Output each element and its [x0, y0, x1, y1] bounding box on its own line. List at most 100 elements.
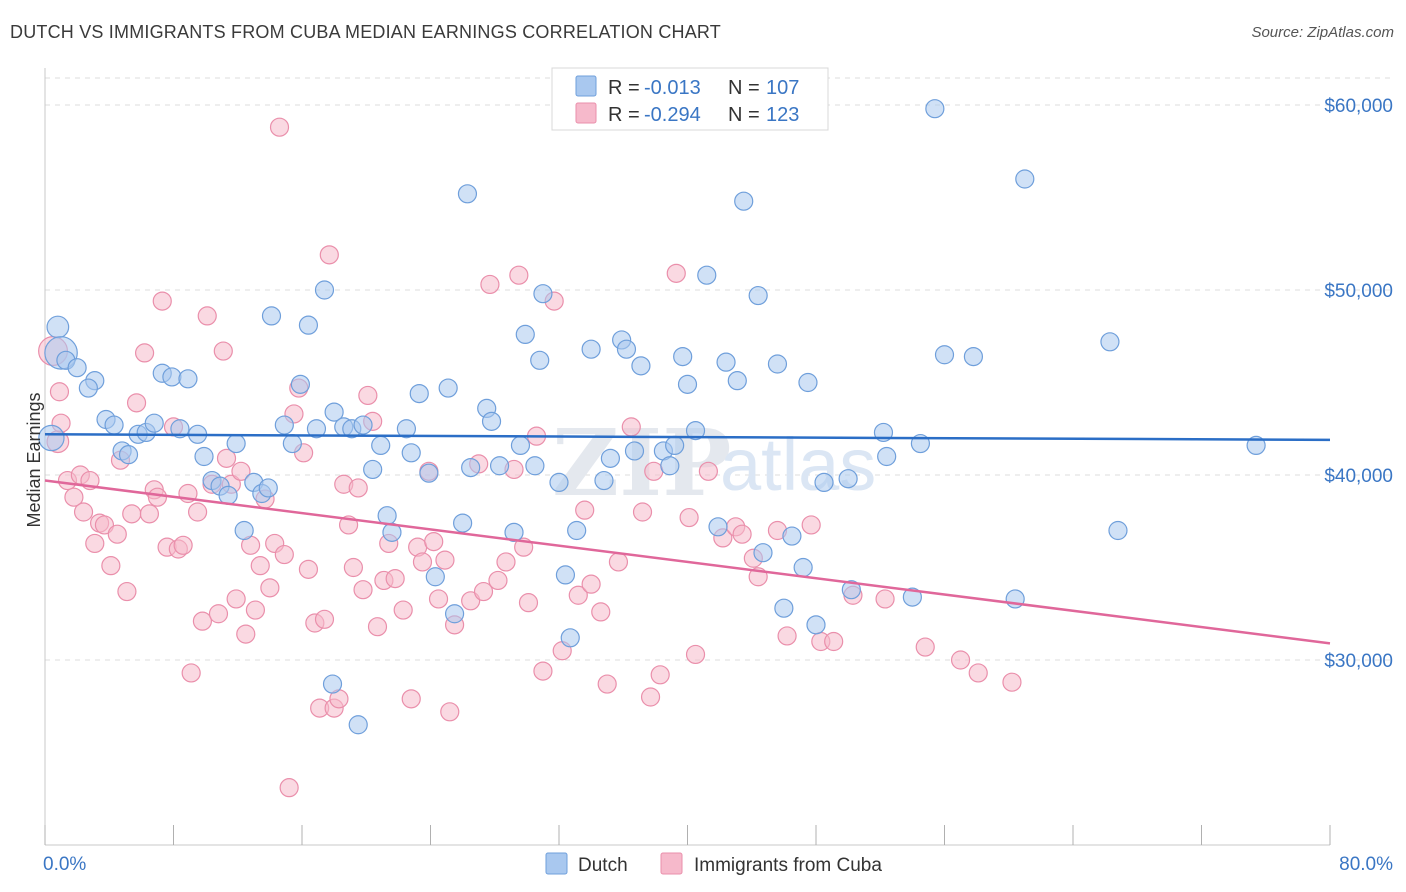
point-cuba-98 [597, 674, 617, 694]
point-dutch-58 [504, 522, 524, 542]
point-cuba-69 [385, 568, 405, 589]
point-dutch-99 [902, 587, 922, 607]
point-cuba-28 [181, 663, 201, 683]
point-cuba-22 [152, 291, 172, 311]
point-dutch-48 [419, 463, 439, 483]
point-cuba-100 [621, 417, 641, 437]
point-cuba-95 [575, 500, 595, 520]
point-cuba-61 [343, 557, 363, 578]
point-dutch-108 [925, 99, 945, 119]
point-dutch-93 [806, 615, 826, 635]
point-dutch-61 [525, 456, 545, 476]
point-cuba-38 [231, 461, 251, 481]
point-cuba-56 [319, 245, 339, 265]
point-cuba-55 [314, 609, 335, 629]
point-cuba-19 [139, 504, 160, 524]
bottom-legend: Dutch Immigrants from Cuba [545, 852, 882, 876]
point-cuba-78 [440, 702, 460, 722]
y-tick-label-0: $30,000 [1324, 651, 1393, 672]
point-dutch-89 [774, 598, 794, 618]
point-cuba-48 [279, 778, 299, 798]
point-cuba-30 [192, 611, 213, 631]
point-dutch-105 [1100, 332, 1120, 352]
bottom-legend-swatch-dutch [545, 852, 568, 875]
point-cuba-47 [274, 544, 294, 565]
point-cuba-12 [101, 556, 121, 576]
point-dutch-56 [481, 411, 502, 431]
point-cuba-17 [126, 393, 147, 413]
point-cuba-94 [568, 585, 588, 605]
point-cuba-77 [435, 550, 455, 570]
point-cuba-102 [640, 687, 661, 707]
point-cuba-31 [197, 306, 217, 326]
point-dutch-107 [1246, 435, 1266, 455]
point-dutch-31 [290, 374, 310, 394]
point-cuba-3 [49, 382, 70, 402]
trend-line-dutch [44, 433, 1331, 442]
point-dutch-92 [798, 372, 818, 393]
point-cuba-13 [107, 524, 127, 544]
point-cuba-75 [424, 531, 444, 552]
y-tick-label-3: $60,000 [1324, 96, 1393, 117]
point-cuba-107 [685, 644, 706, 665]
x-tick-label-1: 80.0% [1339, 854, 1393, 875]
point-cuba-96 [581, 574, 601, 594]
point-dutch-35 [322, 674, 343, 694]
trend-line-cuba [44, 479, 1331, 645]
point-dutch-72 [616, 339, 637, 359]
point-dutch-73 [624, 441, 645, 461]
point-cuba-16 [122, 504, 142, 524]
legend-r-value-dutch: -0.013 [644, 77, 701, 99]
legend-n-label-cuba: N = [728, 104, 760, 126]
point-dutch-98 [877, 446, 897, 467]
point-cuba-83 [480, 274, 500, 295]
point-cuba-115 [777, 626, 797, 646]
point-dutch-16 [170, 419, 190, 439]
point-dutch-36 [324, 402, 344, 422]
bottom-legend-label-cuba: Immigrants from Cuba [694, 855, 882, 876]
point-dutch-15 [162, 367, 182, 387]
point-cuba-76 [428, 589, 449, 609]
trend-lines [44, 433, 1331, 645]
data-points [38, 99, 1266, 798]
point-dutch-32 [298, 315, 319, 335]
point-cuba-118 [824, 631, 844, 652]
x-tick-labels: 0.0% 80.0% [43, 854, 1393, 875]
point-cuba-123 [968, 663, 988, 683]
point-dutch-68 [581, 339, 601, 359]
point-dutch-39 [348, 715, 368, 735]
point-cuba-29 [187, 502, 208, 522]
point-cuba-105 [666, 263, 686, 283]
legend-box: R = -0.013 N = 107 R = -0.294 N = 123 [551, 67, 829, 131]
point-dutch-53 [457, 184, 478, 204]
point-dutch-30 [282, 433, 302, 454]
point-dutch-65 [555, 565, 576, 585]
x-tick-label-0: 0.0% [43, 854, 86, 875]
point-dutch-49 [425, 567, 445, 587]
point-dutch-1 [46, 315, 70, 339]
legend-swatch-dutch [575, 75, 597, 97]
point-cuba-63 [353, 580, 373, 600]
point-cuba-21 [147, 487, 168, 507]
point-cuba-104 [650, 665, 670, 685]
point-dutch-79 [677, 374, 698, 394]
point-cuba-37 [226, 589, 246, 609]
point-dutch-80 [685, 421, 706, 441]
point-dutch-67 [567, 520, 587, 541]
point-dutch-66 [560, 628, 580, 648]
point-cuba-18 [134, 343, 155, 363]
point-dutch-10 [118, 445, 139, 465]
point-cuba-26 [173, 535, 193, 555]
y-axis-label: Median Earnings [24, 392, 44, 527]
point-dutch-50 [438, 378, 458, 398]
point-dutch-70 [600, 448, 621, 468]
bottom-legend-swatch-cuba [660, 852, 683, 875]
point-cuba-44 [260, 578, 280, 598]
point-dutch-84 [727, 371, 747, 391]
axes [44, 68, 1331, 846]
point-dutch-90 [782, 526, 802, 546]
point-dutch-0 [38, 424, 65, 452]
point-cuba-11 [94, 515, 115, 535]
point-dutch-23 [226, 433, 246, 454]
